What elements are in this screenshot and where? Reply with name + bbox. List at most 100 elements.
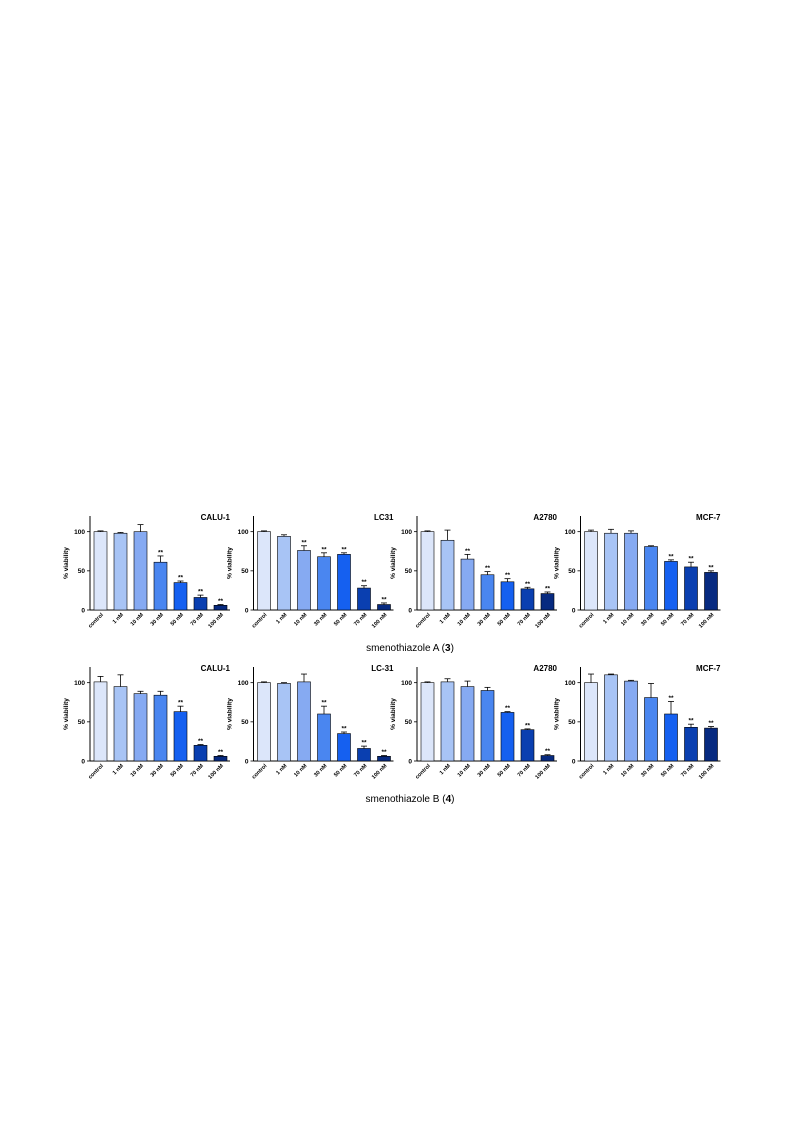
- x-tick-label: 100 nM: [534, 612, 552, 630]
- bar: [193, 745, 208, 762]
- y-tick-label: 100: [74, 529, 85, 536]
- bar: [173, 711, 188, 762]
- x-tick-label: 50 nM: [333, 763, 349, 779]
- y-axis-label: % viability: [63, 698, 70, 730]
- x-tick-label: 30 nM: [640, 612, 656, 628]
- x-tick-label: 50 nM: [170, 763, 186, 779]
- significance-label: **: [158, 549, 164, 556]
- bar: [193, 597, 208, 611]
- bar: [520, 729, 535, 762]
- chart-title: LC-31: [371, 664, 394, 673]
- x-tick-label: 70 nM: [353, 612, 369, 628]
- bar: [337, 554, 351, 611]
- x-tick-label: 1 nM: [602, 612, 615, 625]
- chart-title: CALU-1: [201, 513, 231, 522]
- significance-label: **: [545, 585, 551, 592]
- bar: [133, 693, 148, 762]
- x-tick-label: 10 nM: [457, 612, 473, 628]
- bar: [93, 531, 108, 611]
- y-tick-label: 100: [401, 529, 412, 536]
- significance-label: **: [688, 718, 694, 725]
- x-tick-label: 1 nM: [439, 612, 452, 625]
- x-tick-label: 1 nM: [112, 612, 125, 625]
- caption-text: smenothiazole A (: [366, 643, 446, 654]
- bar: [440, 539, 455, 611]
- x-tick-label: 70 nM: [680, 763, 696, 779]
- x-tick-label: 70 nM: [680, 612, 696, 628]
- x-tick-label: 30 nM: [150, 612, 166, 628]
- y-tick-label: 0: [408, 758, 412, 765]
- significance-label: **: [198, 738, 204, 745]
- x-tick-label: 100 nM: [371, 763, 389, 781]
- x-tick-label: control: [414, 763, 432, 781]
- x-tick-label: 30 nM: [313, 612, 329, 628]
- y-tick-label: 50: [78, 568, 86, 575]
- x-tick-label: 10 nM: [130, 612, 146, 628]
- significance-label: **: [465, 548, 471, 555]
- y-tick-label: 100: [565, 680, 576, 687]
- caption-compound: 4: [446, 794, 452, 805]
- caption-close: ): [451, 794, 454, 805]
- y-axis-label: % viability: [227, 547, 234, 579]
- y-tick-label: 0: [81, 758, 85, 765]
- bar: [460, 558, 475, 611]
- y-tick-label: 0: [245, 758, 249, 765]
- x-tick-label: 70 nM: [517, 612, 533, 628]
- significance-label: **: [668, 553, 674, 560]
- significance-label: **: [485, 565, 491, 572]
- x-tick-label: 100 nM: [698, 763, 716, 781]
- bar: [584, 531, 598, 611]
- significance-label: **: [525, 722, 531, 729]
- x-tick-label: 30 nM: [640, 763, 656, 779]
- caption-text: smenothiazole B (: [366, 794, 447, 805]
- bar: [704, 572, 718, 611]
- x-tick-label: 30 nM: [477, 763, 493, 779]
- y-tick-label: 50: [568, 719, 576, 726]
- y-tick-label: 50: [405, 568, 413, 575]
- significance-label: **: [381, 596, 387, 603]
- y-tick-label: 0: [408, 607, 412, 614]
- x-tick-label: 70 nM: [353, 763, 369, 779]
- significance-label: **: [668, 695, 674, 702]
- bar: [604, 674, 618, 762]
- bar: [153, 561, 168, 611]
- significance-label: **: [198, 589, 204, 596]
- significance-label: **: [361, 740, 367, 747]
- y-axis-label: % viability: [554, 547, 561, 579]
- bar: [460, 686, 475, 762]
- bar: [113, 686, 128, 762]
- y-tick-label: 100: [238, 680, 249, 687]
- x-tick-label: 1 nM: [275, 763, 288, 776]
- bar: [213, 604, 228, 611]
- x-tick-label: 10 nM: [457, 763, 473, 779]
- x-tick-label: 100 nM: [207, 763, 225, 781]
- significance-label: **: [321, 700, 327, 707]
- significance-label: **: [341, 726, 347, 733]
- y-tick-label: 50: [241, 719, 249, 726]
- y-tick-label: 50: [241, 568, 249, 575]
- caption: smenothiazole A (3): [366, 643, 454, 654]
- caption-close: ): [451, 643, 454, 654]
- x-tick-label: 50 nM: [497, 763, 513, 779]
- bar: [540, 593, 555, 611]
- y-tick-label: 0: [572, 607, 576, 614]
- bar: [480, 574, 495, 611]
- significance-label: **: [178, 575, 184, 582]
- bar: [664, 561, 678, 611]
- bar: [113, 532, 128, 611]
- significance-label: **: [545, 748, 551, 755]
- bar: [317, 556, 331, 611]
- y-axis-label: % viability: [390, 547, 397, 579]
- significance-label: **: [301, 539, 307, 546]
- x-tick-label: 50 nM: [497, 612, 513, 628]
- y-axis-label: % viability: [390, 698, 397, 730]
- significance-label: **: [688, 556, 694, 563]
- x-tick-label: 50 nM: [170, 612, 186, 628]
- x-tick-label: 10 nM: [130, 763, 146, 779]
- x-tick-label: 30 nM: [477, 612, 493, 628]
- bar: [357, 748, 371, 762]
- bar: [420, 682, 435, 762]
- significance-label: **: [178, 700, 184, 707]
- bar: [317, 713, 331, 762]
- caption: smenothiazole B (4): [366, 794, 455, 805]
